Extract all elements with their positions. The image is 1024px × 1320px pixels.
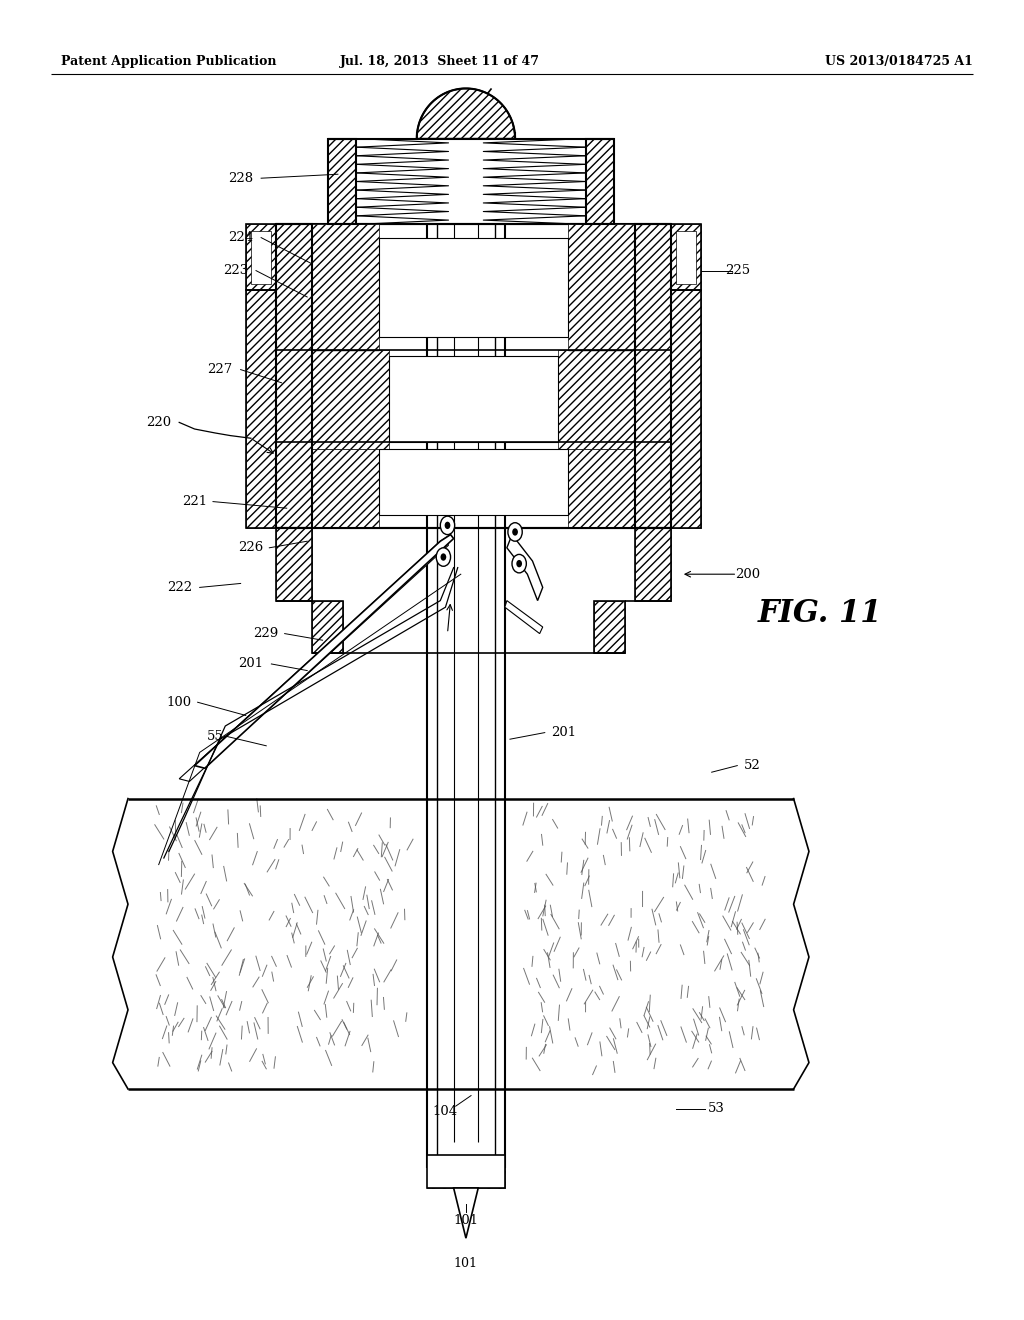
Polygon shape [454, 1188, 478, 1238]
Text: 201: 201 [239, 657, 263, 671]
Bar [586, 139, 614, 224]
Bar [635, 224, 671, 528]
Bar [312, 601, 343, 653]
Text: 104: 104 [433, 1105, 458, 1118]
Polygon shape [505, 601, 543, 634]
Bar [312, 224, 379, 350]
Bar [635, 224, 671, 528]
Polygon shape [417, 88, 515, 139]
Text: 221: 221 [182, 495, 207, 508]
Text: Jul. 18, 2013  Sheet 11 of 47: Jul. 18, 2013 Sheet 11 of 47 [340, 55, 541, 69]
Bar [389, 356, 558, 442]
Circle shape [508, 523, 522, 541]
Text: 220: 220 [146, 416, 171, 429]
Text: US 2013/0184725 A1: US 2013/0184725 A1 [825, 55, 973, 69]
Text: 101: 101 [454, 1214, 478, 1228]
Bar [276, 528, 312, 601]
Bar [558, 350, 635, 449]
Text: Patent Application Publication: Patent Application Publication [61, 55, 276, 69]
Text: 200: 200 [735, 568, 760, 581]
Text: 225: 225 [725, 264, 750, 277]
Polygon shape [195, 535, 454, 768]
Text: 201: 201 [551, 726, 575, 739]
Text: 100: 100 [167, 696, 191, 709]
Bar [594, 601, 625, 653]
Text: 53: 53 [709, 1102, 725, 1115]
Bar [246, 290, 276, 528]
Bar [379, 238, 568, 337]
Bar [671, 224, 701, 290]
Bar [312, 449, 379, 528]
Text: 222: 222 [167, 581, 191, 594]
Text: 228: 228 [228, 172, 253, 185]
Polygon shape [179, 541, 449, 781]
Bar [671, 290, 701, 528]
Bar [594, 601, 625, 653]
Polygon shape [195, 535, 451, 768]
Text: 55: 55 [207, 730, 223, 743]
Bar [635, 528, 671, 601]
Bar [276, 528, 312, 601]
Bar [635, 528, 671, 601]
Text: 52: 52 [744, 759, 761, 772]
Bar [676, 231, 696, 284]
Circle shape [440, 553, 446, 561]
Bar [312, 350, 389, 449]
Circle shape [440, 516, 455, 535]
Bar [328, 139, 356, 224]
Circle shape [512, 554, 526, 573]
Bar [437, 224, 495, 1089]
Bar [568, 224, 635, 350]
Bar [427, 1155, 505, 1188]
Bar [312, 601, 343, 653]
Bar [568, 449, 635, 528]
Bar [246, 224, 276, 290]
Circle shape [516, 560, 522, 568]
Bar [246, 224, 276, 290]
Text: 227: 227 [208, 363, 232, 376]
Circle shape [512, 528, 518, 536]
Bar [276, 224, 312, 528]
Bar [251, 231, 271, 284]
Bar [427, 1155, 505, 1188]
Bar [379, 449, 568, 515]
Circle shape [436, 548, 451, 566]
Text: 101: 101 [454, 1257, 478, 1270]
Bar [328, 139, 356, 224]
Bar [246, 290, 276, 528]
Bar [276, 224, 312, 528]
Text: 223: 223 [223, 264, 248, 277]
Bar [671, 224, 701, 290]
Bar [671, 290, 701, 528]
Text: 229: 229 [254, 627, 279, 640]
Bar [586, 139, 614, 224]
Text: 226: 226 [239, 541, 263, 554]
Circle shape [444, 521, 451, 529]
Text: 224: 224 [228, 231, 253, 244]
Text: FIG. 11: FIG. 11 [758, 598, 883, 630]
Polygon shape [507, 535, 543, 601]
